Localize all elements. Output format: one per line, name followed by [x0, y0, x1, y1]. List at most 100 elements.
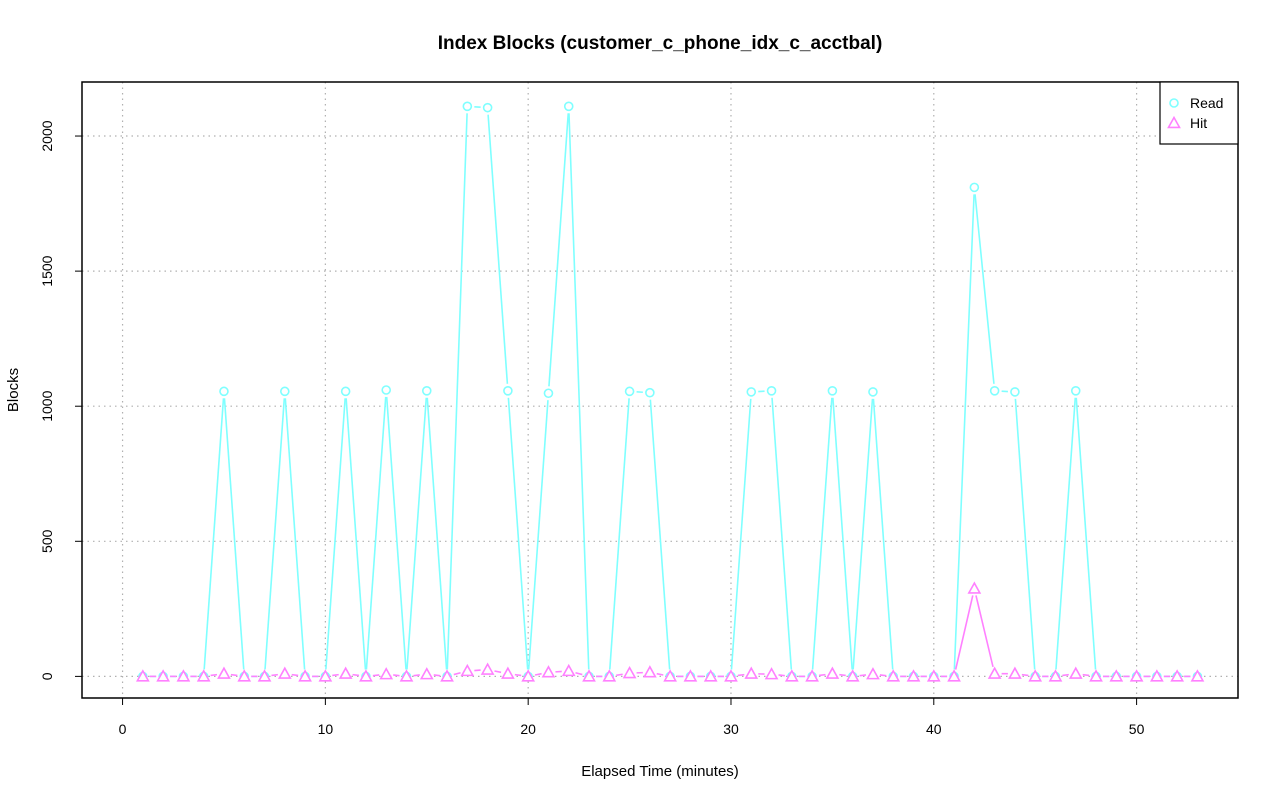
series-read-point [766, 386, 777, 396]
series-hit-point [724, 669, 738, 682]
series-hit-segment [1062, 673, 1069, 677]
y-tick-label: 2000 [39, 120, 55, 151]
series-read-segment [487, 114, 509, 384]
x-tick-label: 20 [520, 721, 536, 737]
series-hit-segment [1082, 673, 1090, 677]
series-hit-point [196, 669, 211, 682]
series-hit-point [622, 665, 637, 679]
series-read-segment [345, 398, 367, 670]
series-hit-segment [494, 670, 502, 674]
series-read-segment [608, 398, 630, 670]
series-read-segment [974, 194, 995, 384]
y-axis: 0 500 1000 1500 2000 [39, 120, 82, 680]
series-hit-segment [859, 674, 867, 677]
series-read-point [969, 182, 980, 193]
series-read-segment [872, 398, 894, 670]
series-hit-point [135, 669, 150, 682]
series-hit-point [217, 666, 231, 679]
series-read-point [381, 385, 392, 395]
series-read-segment [325, 398, 346, 670]
series-hit-point [176, 669, 191, 682]
series-hit-point [521, 669, 536, 682]
series-hit-segment [453, 672, 461, 676]
series-read-point [280, 386, 290, 397]
x-tick-label: 0 [119, 721, 127, 737]
series-hit-point [338, 666, 353, 679]
series-hit-segment [656, 672, 664, 676]
series-hit-point [1170, 669, 1185, 682]
legend-box [1159, 81, 1239, 145]
series-hit-point [643, 665, 657, 678]
series-read [138, 101, 1203, 682]
series-read-segment [832, 397, 853, 670]
series-hit-point [399, 669, 414, 682]
series-hit-point [277, 666, 292, 679]
series-read-segment [365, 396, 387, 670]
series-hit-segment [534, 672, 542, 676]
legend-label-read: Read [1190, 95, 1223, 111]
series-hit-point [825, 666, 840, 679]
series-hit-segment [975, 595, 994, 668]
series-hit-point [744, 666, 759, 679]
series-hit-point [1068, 666, 1083, 679]
series-hit-point [460, 663, 475, 677]
series-read-segment [264, 398, 286, 670]
series-hit-point [703, 669, 718, 682]
series-hit-segment [332, 673, 339, 677]
series-read-point [462, 101, 473, 112]
series-hit-point [987, 666, 1002, 679]
series-hit-segment [818, 673, 826, 677]
series-hit-segment [879, 674, 887, 677]
series-hit-segment [514, 673, 522, 677]
series-hit-point [379, 667, 394, 680]
series-read-point [482, 102, 493, 113]
series-read-point [503, 386, 513, 396]
y-tick-label: 1500 [39, 255, 55, 286]
series-hit-point [1109, 669, 1124, 682]
plot-frame [81, 81, 1239, 699]
series-read-segment [568, 113, 590, 670]
series-hit-segment [778, 674, 785, 677]
series-hit-point [582, 669, 596, 682]
series-hit-point [359, 669, 373, 682]
series-read-segment [649, 399, 671, 670]
x-axis-label: Elapsed Time (minutes) [581, 763, 739, 780]
series-hit-point [156, 669, 170, 682]
series-hit-segment [737, 673, 745, 677]
series-read-point [624, 386, 635, 397]
series-hit-point [602, 669, 617, 682]
series-hit-point [541, 665, 556, 678]
series-read-point [219, 386, 229, 397]
series-read-point [645, 387, 655, 398]
series-hit-segment [1021, 673, 1029, 677]
series-hit-point [1048, 669, 1063, 682]
series-read-segment [426, 397, 448, 670]
series-read-segment [527, 400, 549, 670]
series-read-segment [385, 396, 407, 670]
y-tick-label: 1000 [39, 390, 55, 421]
series-read-point [421, 386, 432, 396]
series-read-segment [548, 113, 570, 387]
series-hit-point [318, 669, 333, 682]
x-tick-label: 50 [1129, 721, 1145, 737]
series-hit-point [926, 669, 941, 682]
series-hit-point [501, 666, 515, 679]
series-hit-point [1008, 666, 1022, 679]
series-read-point [1070, 386, 1081, 396]
series-hit-segment [839, 673, 846, 677]
series-hit-segment [372, 674, 380, 677]
chart-title: Index Blocks (customer_c_phone_idx_c_acc… [438, 33, 883, 54]
series-hit-point [298, 669, 312, 682]
series-hit-segment [210, 673, 218, 677]
series-hit-point [764, 667, 779, 680]
series-read-segment [730, 398, 752, 670]
series-hit-point [419, 667, 434, 680]
series-read-segment [852, 398, 874, 670]
series-hit-point [784, 669, 799, 682]
series-hit-point [845, 669, 860, 682]
series-hit-point [561, 663, 576, 677]
grid [82, 82, 1238, 698]
series-hit-point [1150, 669, 1164, 682]
series-read-point [563, 101, 574, 112]
